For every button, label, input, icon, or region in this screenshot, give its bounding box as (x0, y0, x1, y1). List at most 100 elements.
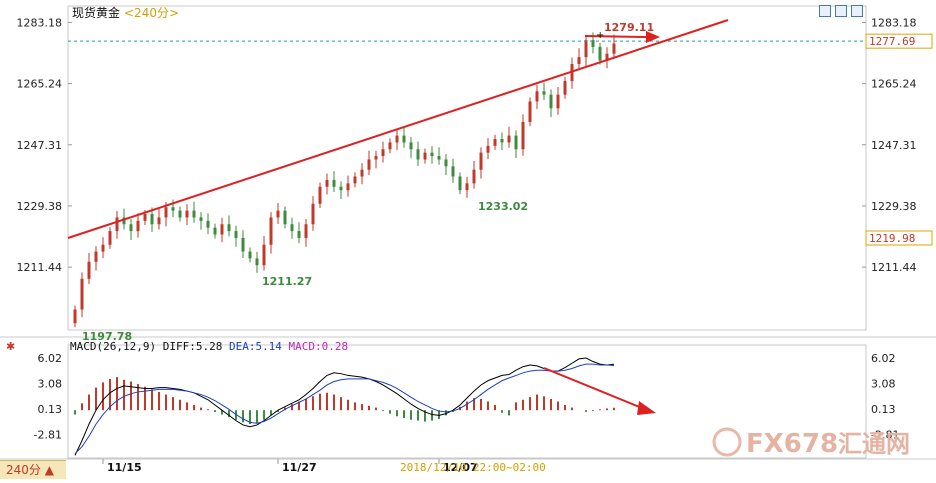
candle-body-74 (591, 40, 595, 47)
y-tick-right-3: 1229.38 (871, 200, 917, 213)
candle-body-15 (178, 210, 182, 218)
candle-body-69 (556, 94, 560, 109)
ref-price-label: 1219.98 (869, 232, 915, 245)
candle-body-41 (360, 169, 364, 177)
candle-body-38 (339, 186, 343, 191)
candle-body-29 (276, 210, 280, 218)
candle-body-54 (451, 166, 455, 177)
candle-body-31 (290, 224, 294, 232)
candle-body-42 (367, 159, 371, 170)
macd-dea-line (74, 363, 615, 455)
candle-body-59 (486, 145, 490, 153)
candle-body-6 (115, 217, 119, 232)
candle-body-64 (521, 121, 525, 150)
x-tick-1: 11/27 (282, 461, 317, 474)
candle-body-14 (171, 207, 175, 211)
price-frame (67, 5, 867, 331)
x-tick-2: 12/07 (443, 461, 478, 474)
candle-body-65 (528, 101, 532, 122)
candle-body-70 (563, 81, 567, 95)
chart-title: 现货黄金 (72, 5, 120, 20)
low1-annotation: 1197.78 (82, 330, 132, 343)
macd-tick-right-1: 3.08 (871, 377, 896, 390)
candle-body-12 (157, 217, 161, 225)
watermark-brand: FX678 (746, 429, 838, 459)
candle-body-35 (318, 186, 322, 204)
candle-body-62 (507, 135, 511, 143)
candle-body-32 (297, 231, 301, 238)
macd-header-part-2: DEA:5.14 (222, 340, 282, 353)
candle-body-49 (416, 149, 420, 160)
chart-icon[interactable] (819, 5, 831, 17)
candle-body-63 (514, 135, 518, 150)
macd-tick-right-0: 6.02 (871, 352, 896, 365)
candle-body-55 (458, 176, 462, 191)
price-arrow-line (584, 35, 647, 38)
candle-body-26 (255, 258, 259, 266)
y-tick-left-0: 1283.18 (17, 16, 63, 29)
candle-body-33 (304, 224, 308, 238)
candle-body-34 (311, 203, 315, 225)
y-tick-right-1: 1265.24 (871, 78, 917, 91)
candle-body-5 (108, 231, 112, 245)
macd-tick-left-1: 3.08 (38, 377, 63, 390)
candle-body-1 (80, 278, 84, 310)
candle-body-8 (129, 224, 133, 232)
candle-body-57 (472, 169, 476, 184)
macd-header: MACD(26,12,9) DIFF:5.28 DEA:5.14 MACD:0.… (70, 340, 348, 353)
zoom-icon[interactable] (851, 5, 863, 17)
grid (0, 5, 936, 464)
candle-body-46 (395, 135, 399, 143)
candle-body-19 (206, 220, 210, 228)
candle-body-47 (402, 135, 406, 143)
watermark-logo-icon (712, 427, 742, 457)
candle-body-60 (493, 139, 497, 146)
x-tick-0: 11/15 (107, 461, 142, 474)
timeframe-badge[interactable]: 240分 ▲ (0, 460, 66, 479)
candle-body-27 (262, 244, 266, 266)
candle-body-40 (353, 176, 357, 184)
y-tick-left-4: 1211.44 (17, 261, 63, 274)
candle-body-67 (542, 91, 546, 95)
step-forward-icon[interactable] (835, 5, 847, 17)
macd-header-part-1: DIFF:5.28 (156, 340, 222, 353)
candle-body-16 (185, 210, 189, 218)
candle-body-53 (444, 159, 448, 167)
macd-tick-right-2: 0.13 (871, 403, 896, 416)
y-tick-right-0: 1283.18 (871, 16, 917, 29)
macd-header-part-0: MACD(26,12,9) (70, 340, 156, 353)
candle-body-68 (549, 94, 553, 109)
candle-body-58 (479, 152, 483, 170)
candle-body-28 (269, 217, 273, 245)
candle-body-48 (409, 142, 413, 150)
candle-body-13 (164, 207, 168, 218)
macd-frame (67, 344, 867, 459)
candle-body-37 (332, 179, 336, 187)
candle-body-36 (325, 179, 329, 187)
y-tick-right-2: 1247.31 (871, 139, 917, 152)
candle-body-39 (346, 183, 350, 191)
y-tick-left-1: 1265.24 (17, 78, 63, 91)
timeframe-badge-label: 240分 (6, 463, 41, 477)
trendline (67, 19, 729, 239)
high-marker: + (596, 30, 604, 41)
macd-diff-line (74, 357, 615, 456)
ref-price-box (865, 230, 933, 246)
candle-body-51 (430, 152, 434, 157)
labels: 1283.18 1283.18 1265.24 1265.24 1247.31 1247.… (6, 5, 933, 474)
cursor-time: 2018/12/10 22:00~02:00 (400, 461, 546, 474)
y-tick-left-3: 1229.38 (17, 200, 63, 213)
candles (73, 32, 616, 328)
y-tick-left-2: 1247.31 (17, 139, 63, 152)
macd-tick-right-3: -2.81 (871, 429, 899, 442)
y-tick-right-4: 1211.44 (871, 261, 917, 274)
price-arrow-head (646, 31, 660, 43)
candle-body-4 (101, 244, 105, 252)
candle-body-22 (227, 224, 231, 232)
macd-header-part-3: MACD:0.28 (282, 340, 348, 353)
current-price-label: 1277.69 (869, 35, 915, 48)
macd-histogram (74, 377, 615, 425)
candle-body-23 (234, 231, 238, 238)
